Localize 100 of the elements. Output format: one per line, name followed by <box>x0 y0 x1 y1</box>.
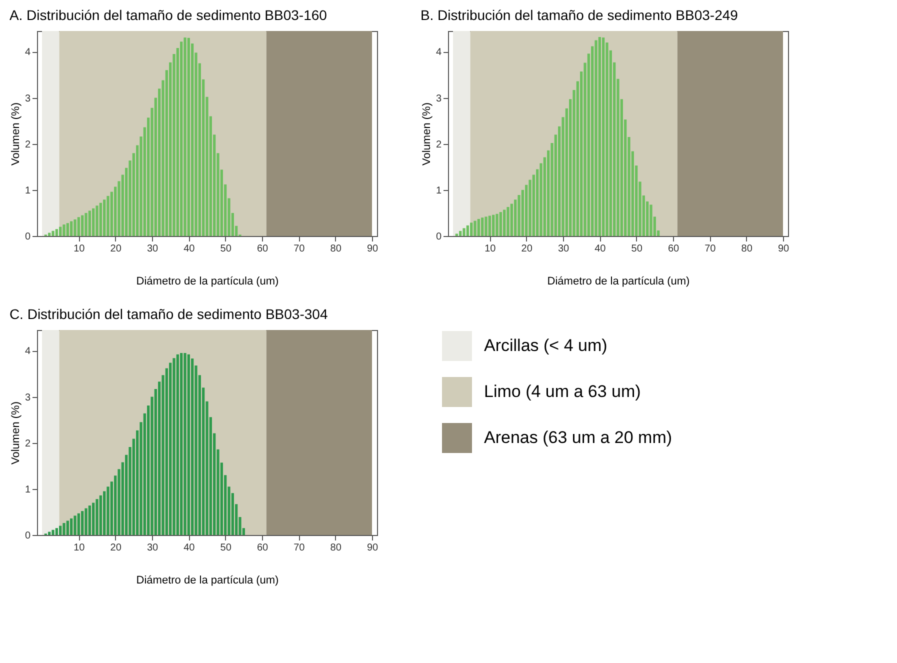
bar <box>176 354 179 535</box>
x-tick-label: 90 <box>366 542 378 554</box>
bar <box>74 219 76 236</box>
bar <box>92 502 95 535</box>
bar <box>470 222 473 236</box>
x-tick-label: 40 <box>184 244 196 254</box>
x-tick-label: 90 <box>778 244 790 254</box>
bar <box>106 196 110 236</box>
y-tick-label: 2 <box>24 438 31 450</box>
bar <box>99 495 102 535</box>
bar <box>481 218 484 236</box>
x-tick-label: 40 <box>594 244 606 254</box>
x-tick-label: 70 <box>294 244 306 254</box>
chart-title: A. Distribución del tamaño de sedimento BB03-160 <box>9 7 328 23</box>
bar <box>77 513 80 535</box>
bar <box>66 223 69 236</box>
y-tick-label: 3 <box>436 93 442 104</box>
chart-title: C. Distribución del tamaño de sedimento BB03-304 <box>9 306 328 322</box>
bar <box>55 229 58 236</box>
x-tick-label: 30 <box>558 244 570 254</box>
x-tick-label: 50 <box>220 542 232 554</box>
bar <box>99 202 102 236</box>
bar <box>81 215 84 236</box>
bar <box>88 506 91 535</box>
bar <box>103 200 106 236</box>
bar <box>62 224 66 236</box>
x-tick-label: 20 <box>110 542 122 554</box>
bar <box>650 204 652 236</box>
bar <box>52 530 54 535</box>
y-tick-label: 3 <box>24 93 31 104</box>
bar <box>96 206 98 236</box>
x-axis-title: Diámetro de la partícula (um) <box>136 574 279 586</box>
bar <box>77 217 80 236</box>
y-axis-title: Volumen (%) <box>420 102 433 166</box>
y-tick-label: 1 <box>436 185 442 196</box>
bar <box>187 354 190 535</box>
bar <box>503 210 506 236</box>
y-tick-label: 0 <box>24 530 31 542</box>
y-tick-label: 1 <box>24 484 31 496</box>
bar <box>499 212 502 236</box>
y-axis-title: Volumen (%) <box>10 402 22 464</box>
bar <box>496 214 498 236</box>
y-tick-label: 2 <box>24 139 31 150</box>
bar <box>474 220 476 236</box>
bar <box>484 216 488 236</box>
x-axis-title: Diámetro de la partícula (um) <box>136 276 279 288</box>
x-tick-label: 10 <box>74 244 86 254</box>
x-tick-label: 20 <box>521 244 533 254</box>
bar <box>466 225 469 236</box>
legend-label: Arcillas (< 4 um) <box>484 336 608 355</box>
x-tick-label: 70 <box>294 542 306 554</box>
bar <box>81 511 84 535</box>
x-tick-label: 10 <box>484 244 496 254</box>
bar <box>70 221 73 236</box>
bar <box>462 228 466 236</box>
x-tick-label: 30 <box>146 244 158 254</box>
bar <box>59 226 62 236</box>
bar <box>184 353 186 535</box>
x-tick-label: 50 <box>220 244 232 254</box>
x-tick-label: 80 <box>741 244 753 254</box>
x-tick-label: 70 <box>704 244 716 254</box>
y-tick-label: 3 <box>24 392 31 404</box>
bar <box>459 230 462 236</box>
y-axis-title: Volumen (%) <box>10 102 22 166</box>
bar <box>184 37 186 236</box>
x-axis-title: Diámetro de la partícula (um) <box>547 276 690 288</box>
bar <box>180 42 183 236</box>
bar <box>59 526 62 535</box>
bar <box>180 353 183 535</box>
bar <box>88 210 91 236</box>
bar <box>191 358 194 535</box>
bar <box>74 516 76 535</box>
bar <box>96 499 98 535</box>
bar <box>84 212 88 236</box>
bar <box>594 40 598 236</box>
x-tick-label: 40 <box>184 542 196 554</box>
chart-title: B. Distribución del tamaño de sedimento BB03-249 <box>420 7 738 23</box>
x-tick-label: 80 <box>330 542 342 554</box>
y-tick-label: 4 <box>436 47 442 58</box>
x-tick-label: 10 <box>74 542 86 554</box>
bar <box>52 230 54 236</box>
x-tick-label: 30 <box>146 542 158 554</box>
y-tick-label: 1 <box>24 185 31 196</box>
bar <box>66 520 69 535</box>
bar <box>55 528 58 535</box>
y-tick-label: 4 <box>24 346 31 358</box>
bar <box>187 38 190 236</box>
bar <box>62 523 66 535</box>
bar <box>477 218 480 236</box>
bar <box>70 518 73 535</box>
bar <box>598 36 601 236</box>
bar <box>492 214 495 236</box>
bar <box>602 37 605 236</box>
y-tick-label: 0 <box>24 232 31 242</box>
x-tick-label: 60 <box>668 244 680 254</box>
y-tick-label: 0 <box>436 232 442 242</box>
x-tick-label: 80 <box>330 244 342 254</box>
legend-label: Limo (4 um a 63 um) <box>484 382 641 401</box>
x-tick-label: 50 <box>631 244 643 254</box>
bar <box>506 206 510 236</box>
